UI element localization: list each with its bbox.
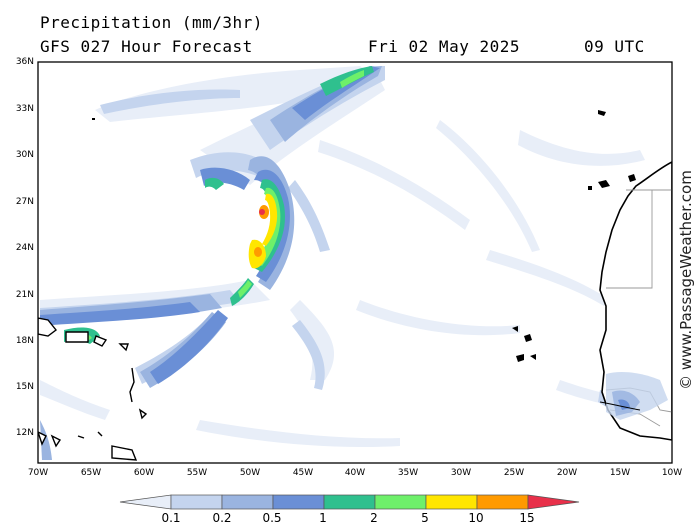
- precipitation-field: [38, 66, 672, 461]
- lat-label: 12N: [15, 428, 34, 438]
- africa-coastline: [599, 161, 672, 441]
- colorbar-segment: [119, 494, 172, 510]
- colorbar-label: 5: [421, 511, 429, 525]
- watermark-text: © www.PassageWeather.com: [677, 170, 695, 390]
- lon-label: 25W: [503, 468, 525, 478]
- colorbar-segment: [323, 494, 376, 510]
- map-title: Precipitation (mm/3hr): [40, 13, 263, 32]
- lon-label: 30W: [450, 468, 472, 478]
- plot-frame: [37, 61, 673, 464]
- lon-label: 10W: [661, 468, 683, 478]
- colorbar-segment: [221, 494, 274, 510]
- lat-label: 18N: [15, 336, 34, 346]
- colorbar-label: 1: [319, 511, 327, 525]
- colorbar-segment: [272, 494, 325, 510]
- colorbar: [119, 494, 580, 510]
- lat-label: 24N: [15, 243, 34, 253]
- colorbar-segment: [476, 494, 529, 510]
- colorbar-segment: [374, 494, 427, 510]
- lon-label: 65W: [80, 468, 102, 478]
- forecast-time: 09 UTC: [584, 37, 645, 56]
- colorbar-segment: [170, 494, 223, 510]
- colorbar-label: 0.2: [212, 511, 232, 525]
- lat-label: 30N: [15, 150, 34, 160]
- lat-label: 21N: [15, 290, 34, 300]
- forecast-model-label: GFS 027 Hour Forecast: [40, 37, 253, 56]
- lon-label: 45W: [292, 468, 314, 478]
- colorbar-label: 0.5: [262, 511, 282, 525]
- colorbar-segment: [527, 494, 580, 510]
- lon-label: 15W: [609, 468, 631, 478]
- lat-label: 27N: [15, 197, 34, 207]
- watermark: © www.PassageWeather.com: [676, 160, 696, 400]
- lat-label: 33N: [15, 104, 34, 114]
- caribbean-islands: [38, 317, 148, 461]
- lon-label: 35W: [397, 468, 419, 478]
- lon-label: 50W: [239, 468, 261, 478]
- lat-label: 36N: [15, 57, 34, 67]
- colorbar-segment: [425, 494, 478, 510]
- lon-label: 60W: [133, 468, 155, 478]
- lat-label: 15N: [15, 382, 34, 392]
- colorbar-label: 10: [468, 511, 484, 525]
- lon-label: 55W: [186, 468, 208, 478]
- atlantic-islands: [92, 110, 636, 362]
- colorbar-label: 0.1: [161, 511, 181, 525]
- forecast-date: Fri 02 May 2025: [368, 37, 520, 56]
- lon-label: 20W: [556, 468, 578, 478]
- lon-label: 70W: [27, 468, 49, 478]
- lon-label: 40W: [344, 468, 366, 478]
- colorbar-label: 2: [370, 511, 378, 525]
- colorbar-label: 15: [519, 511, 535, 525]
